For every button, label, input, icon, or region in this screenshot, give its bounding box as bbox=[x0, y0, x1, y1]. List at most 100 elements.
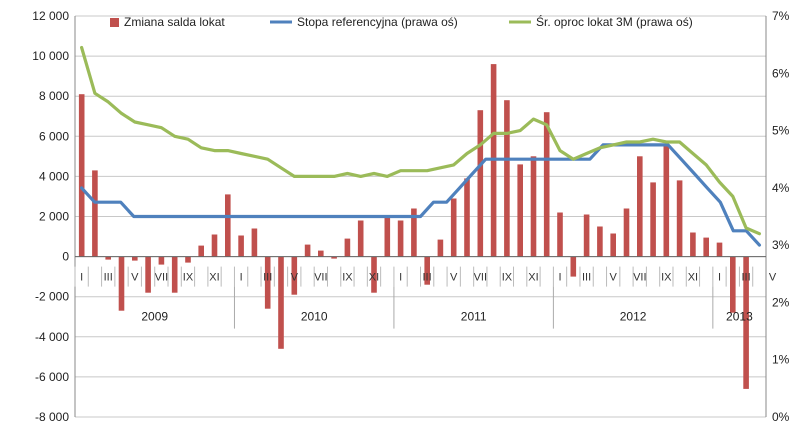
bar bbox=[238, 235, 244, 257]
month-label: XI bbox=[369, 272, 379, 284]
month-label: XI bbox=[688, 272, 698, 284]
year-label: 2009 bbox=[141, 310, 168, 324]
bar bbox=[477, 110, 484, 257]
bar bbox=[637, 156, 643, 257]
legend-label-reference: Stopa referencyjna (prawa oś) bbox=[297, 15, 458, 29]
right-tick-label: 1% bbox=[772, 353, 790, 367]
bar bbox=[703, 237, 709, 257]
month-label: IX bbox=[342, 272, 353, 284]
bar bbox=[597, 226, 603, 257]
month-label: VII bbox=[474, 272, 487, 284]
year-labels: 2009 2010 2011 2012 2013 bbox=[141, 286, 753, 329]
right-axis-ticks: 0% 1% 2% 3% 4% 5% 6% 7% bbox=[772, 9, 790, 424]
legend-label-bars: Zmiana salda lokat bbox=[124, 15, 225, 29]
bar bbox=[623, 208, 630, 257]
month-label: III bbox=[742, 272, 751, 284]
left-tick-label: 2 000 bbox=[39, 210, 69, 224]
bar bbox=[557, 212, 563, 257]
bar bbox=[331, 256, 337, 259]
left-tick-label: 10 000 bbox=[32, 49, 69, 63]
year-label: 2010 bbox=[301, 310, 328, 324]
left-tick-label: 12 000 bbox=[32, 9, 69, 23]
bar bbox=[663, 144, 670, 257]
bar bbox=[105, 256, 111, 260]
month-label: XI bbox=[209, 272, 219, 284]
bar bbox=[158, 256, 165, 265]
bar bbox=[464, 178, 470, 257]
month-label: IX bbox=[661, 272, 672, 284]
left-tick-label: 0 bbox=[62, 250, 69, 264]
month-label: I bbox=[399, 272, 402, 284]
month-label: IX bbox=[502, 272, 513, 284]
bar bbox=[251, 228, 258, 257]
bar bbox=[716, 242, 723, 257]
month-label: VII bbox=[155, 272, 168, 284]
left-tick-label: -4 000 bbox=[35, 330, 69, 344]
bar bbox=[344, 238, 351, 257]
bar bbox=[78, 94, 85, 257]
month-label: IX bbox=[183, 272, 194, 284]
bar bbox=[743, 256, 749, 389]
deposit-rate-line bbox=[79, 45, 762, 236]
right-tick-label: 0% bbox=[772, 410, 790, 424]
bar bbox=[278, 256, 284, 349]
bar bbox=[437, 239, 444, 257]
month-label: I bbox=[240, 272, 243, 284]
bar bbox=[118, 256, 125, 311]
month-label: I bbox=[558, 272, 561, 284]
year-label: 2012 bbox=[620, 310, 647, 324]
bar bbox=[690, 232, 696, 257]
reference-rate-line bbox=[79, 143, 762, 247]
month-label: VII bbox=[633, 272, 646, 284]
bar bbox=[145, 256, 151, 293]
bar bbox=[411, 208, 417, 257]
right-tick-label: 4% bbox=[772, 181, 790, 195]
bar bbox=[304, 244, 311, 257]
left-axis-ticks: -8 000 -6 000 -4 000 -2 000 0 2 000 4 000 6 000… bbox=[32, 9, 69, 424]
bar bbox=[504, 100, 510, 257]
bar bbox=[397, 220, 404, 257]
axes bbox=[74, 16, 767, 417]
bar bbox=[264, 256, 271, 309]
legend: Zmiana salda lokat Stopa referencyjna (pr… bbox=[110, 14, 693, 29]
line-series bbox=[79, 45, 762, 247]
legend-swatch-bars bbox=[110, 18, 119, 27]
month-label: V bbox=[450, 272, 458, 284]
bar bbox=[650, 182, 656, 257]
bar bbox=[543, 112, 550, 257]
month-label: V bbox=[610, 272, 618, 284]
right-tick-label: 7% bbox=[772, 9, 790, 23]
month-label: III bbox=[423, 272, 432, 284]
bar bbox=[198, 245, 204, 257]
left-tick-label: 8 000 bbox=[39, 89, 69, 103]
month-label: III bbox=[263, 272, 272, 284]
month-label: XI bbox=[528, 272, 538, 284]
right-tick-label: 6% bbox=[772, 66, 790, 80]
bar bbox=[610, 233, 616, 257]
bar bbox=[450, 198, 457, 257]
bar bbox=[424, 256, 430, 285]
bar bbox=[583, 214, 590, 257]
bar bbox=[357, 220, 364, 257]
bar bbox=[171, 256, 178, 293]
month-label: III bbox=[104, 272, 113, 284]
bar bbox=[676, 180, 683, 257]
left-tick-label: -8 000 bbox=[35, 410, 69, 424]
month-label: I bbox=[80, 272, 83, 284]
month-label: V bbox=[769, 272, 777, 284]
bar bbox=[570, 256, 577, 277]
year-label: 2011 bbox=[461, 310, 487, 324]
left-tick-label: 4 000 bbox=[39, 169, 69, 183]
right-tick-label: 2% bbox=[772, 295, 790, 309]
right-tick-label: 3% bbox=[772, 238, 790, 252]
bar bbox=[291, 256, 298, 295]
bar-series bbox=[78, 64, 749, 389]
right-tick-label: 5% bbox=[772, 124, 790, 138]
month-label: III bbox=[582, 272, 591, 284]
bar bbox=[530, 156, 537, 257]
bar bbox=[318, 250, 324, 257]
bar bbox=[185, 256, 191, 263]
bar bbox=[225, 194, 231, 257]
left-tick-label: -2 000 bbox=[35, 290, 69, 304]
